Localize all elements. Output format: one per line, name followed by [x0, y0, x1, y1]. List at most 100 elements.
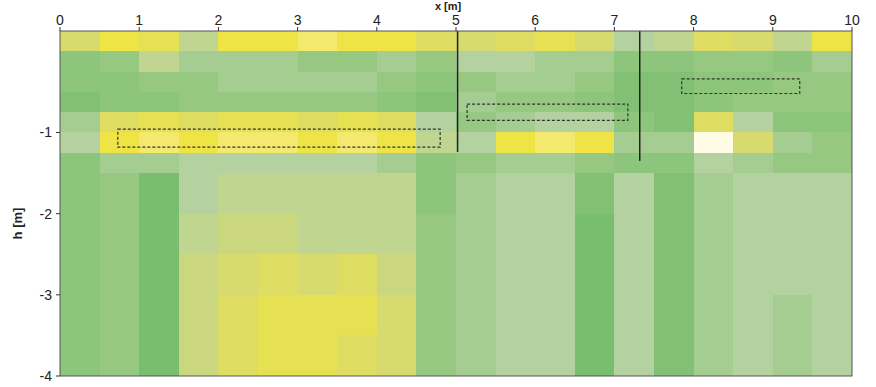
- cell: [258, 153, 298, 174]
- cell: [812, 132, 852, 153]
- x-tick-label: 7: [611, 12, 619, 28]
- cell: [60, 153, 100, 174]
- cell: [773, 31, 813, 52]
- cell: [496, 214, 536, 255]
- divider: [457, 31, 459, 152]
- cell: [100, 132, 140, 153]
- x-tick-label: 2: [215, 12, 223, 28]
- cell: [575, 112, 615, 133]
- cell: [416, 173, 456, 214]
- cell: [694, 132, 734, 153]
- cell: [496, 153, 536, 174]
- cell: [733, 214, 773, 255]
- cell: [773, 153, 813, 174]
- cell: [179, 254, 219, 295]
- cell: [575, 51, 615, 72]
- cell: [773, 112, 813, 133]
- cell: [496, 254, 536, 295]
- cell: [139, 335, 179, 376]
- x-tick-label: 8: [690, 12, 698, 28]
- x-tick-label: 0: [56, 12, 64, 28]
- cell: [694, 335, 734, 376]
- cell: [139, 72, 179, 93]
- cell: [298, 31, 338, 52]
- cell: [694, 254, 734, 295]
- cell: [298, 72, 338, 93]
- cell: [614, 335, 654, 376]
- cell: [60, 72, 100, 93]
- cell: [733, 72, 773, 93]
- cell: [575, 92, 615, 113]
- cell: [377, 72, 417, 93]
- cell: [377, 112, 417, 133]
- cell: [694, 295, 734, 336]
- y-tick: [56, 213, 60, 214]
- cell: [496, 92, 536, 113]
- cell: [100, 295, 140, 336]
- cell: [773, 51, 813, 72]
- cell: [100, 51, 140, 72]
- cell: [298, 214, 338, 255]
- cell: [60, 335, 100, 376]
- cell: [456, 214, 496, 255]
- cell: [614, 112, 654, 133]
- cell: [298, 92, 338, 113]
- y-tick-label: -1: [40, 124, 53, 140]
- frame: [60, 31, 852, 376]
- cell: [60, 173, 100, 214]
- cell: [575, 335, 615, 376]
- cell: [535, 92, 575, 113]
- cell: [218, 295, 258, 336]
- cell: [733, 112, 773, 133]
- cell: [258, 295, 298, 336]
- cell: [694, 173, 734, 214]
- cell: [258, 31, 298, 52]
- cell: [298, 112, 338, 133]
- cell: [733, 51, 773, 72]
- cell: [496, 173, 536, 214]
- cell: [139, 214, 179, 255]
- cell: [100, 72, 140, 93]
- cell: [139, 51, 179, 72]
- cells: [60, 31, 852, 376]
- cell: [139, 92, 179, 113]
- cell: [535, 51, 575, 72]
- x-tick-label: 3: [294, 12, 302, 28]
- cell: [773, 335, 813, 376]
- cell: [258, 254, 298, 295]
- cell: [100, 112, 140, 133]
- cell: [773, 92, 813, 113]
- cell: [218, 92, 258, 113]
- cell: [258, 335, 298, 376]
- cell: [179, 335, 219, 376]
- cell: [416, 153, 456, 174]
- cell: [654, 31, 694, 52]
- cell: [139, 295, 179, 336]
- x-tick-label: 4: [373, 12, 381, 28]
- cell: [337, 153, 377, 174]
- cell: [654, 295, 694, 336]
- cell: [100, 173, 140, 214]
- cell: [812, 112, 852, 133]
- cell: [179, 72, 219, 93]
- y-axis-label: h [m]: [10, 208, 25, 240]
- cell: [258, 51, 298, 72]
- cell: [100, 214, 140, 255]
- cell: [614, 31, 654, 52]
- cell: [812, 31, 852, 52]
- cell: [337, 335, 377, 376]
- cell: [258, 112, 298, 133]
- cell: [614, 72, 654, 93]
- cell: [218, 153, 258, 174]
- cell: [773, 295, 813, 336]
- cell: [812, 335, 852, 376]
- cell: [60, 31, 100, 52]
- cell: [456, 92, 496, 113]
- cell: [258, 132, 298, 153]
- cell: [218, 31, 258, 52]
- cell: [614, 173, 654, 214]
- cell: [258, 92, 298, 113]
- x-tick-label: 5: [452, 12, 460, 28]
- x-tick-label: 6: [531, 12, 539, 28]
- cell: [377, 51, 417, 72]
